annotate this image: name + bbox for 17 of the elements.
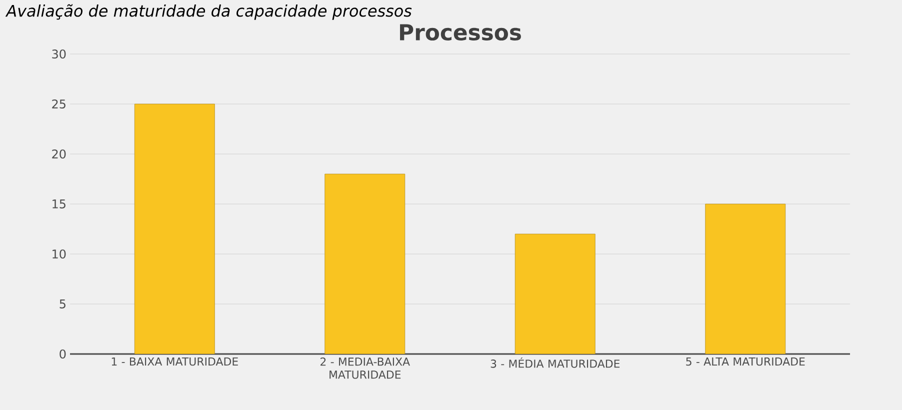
y-tick-label: 20 bbox=[52, 149, 66, 159]
x-tick-label: 1 - BAIXA MATURIDADE bbox=[112, 358, 238, 366]
y-tick-label: 30 bbox=[52, 49, 66, 59]
y-tick-label: 0 bbox=[60, 349, 66, 359]
bar bbox=[705, 204, 786, 354]
bar bbox=[324, 174, 406, 354]
y-tick-label: 25 bbox=[52, 99, 66, 109]
y-tick-label: 10 bbox=[52, 249, 66, 259]
bar bbox=[514, 234, 596, 354]
y-tick-label: 5 bbox=[60, 300, 66, 308]
bar bbox=[134, 104, 215, 354]
x-tick-label: 5 - ALTA MATURIDADE bbox=[686, 358, 805, 366]
chart-title: Processos bbox=[400, 24, 521, 41]
chart-subtitle: Avaliação de maturidade da capacidade processos bbox=[5, 4, 412, 20]
x-tick-label: 3 - MÉDIA MATURIDADE bbox=[490, 358, 620, 368]
x-tick-label: 2 - MEDIA-BAIXA MATURIDADE bbox=[320, 358, 410, 379]
y-tick-label: 15 bbox=[52, 200, 66, 208]
